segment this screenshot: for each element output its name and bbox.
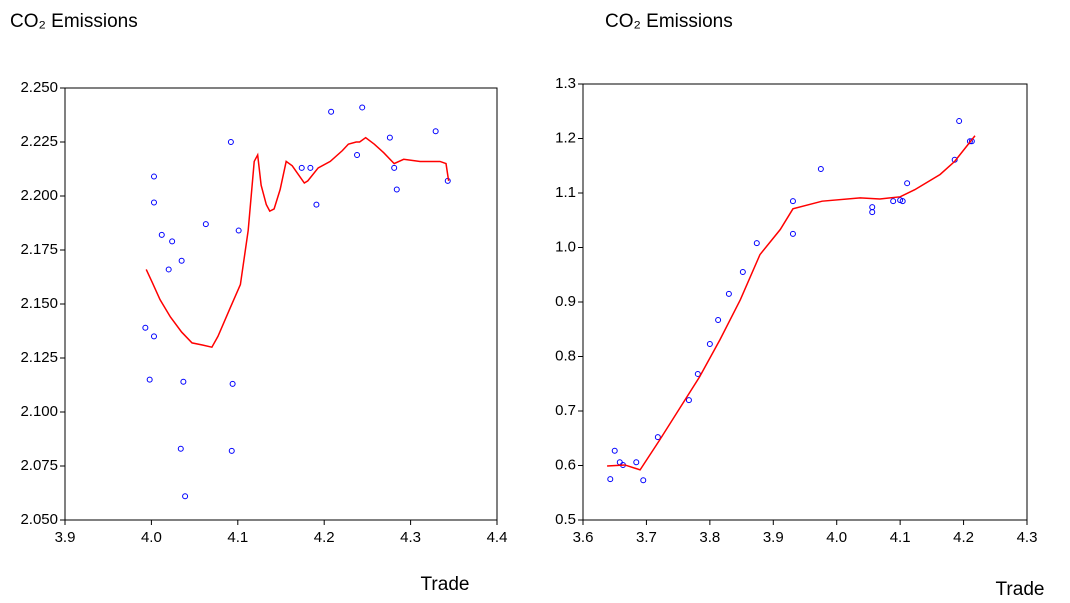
point — [359, 104, 366, 111]
x-tick-label: 3.7 — [636, 529, 657, 546]
point — [182, 493, 189, 500]
point — [227, 139, 234, 145]
x-tick-label: 4.4 — [487, 529, 508, 546]
fit-line — [145, 136, 450, 349]
y-tick-label: 2.125 — [20, 349, 58, 366]
point — [715, 316, 722, 323]
point — [169, 238, 176, 245]
point — [150, 333, 157, 340]
y-tick-label: 2.225 — [20, 133, 58, 150]
x-tick-label: 3.9 — [763, 529, 784, 546]
fit-line — [607, 135, 976, 471]
point — [146, 376, 153, 383]
point — [725, 290, 732, 297]
point — [890, 198, 897, 205]
y-tick-label: 2.175 — [20, 241, 58, 258]
y-tick-label: 2.250 — [20, 79, 58, 96]
point — [142, 324, 149, 331]
point — [391, 164, 398, 171]
point — [607, 476, 614, 483]
point — [966, 138, 973, 145]
x-tick-label: 4.1 — [890, 529, 911, 546]
chart-title: CO₂ Emissions — [10, 11, 138, 32]
point — [235, 227, 242, 234]
point — [640, 477, 647, 484]
y-tick-label: 0.9 — [555, 293, 576, 310]
point — [956, 118, 963, 125]
x-tick-label: 3.9 — [55, 529, 76, 546]
point — [178, 257, 185, 264]
y-tick-label: 2.100 — [20, 403, 58, 420]
point — [899, 198, 906, 205]
x-tick-label: 4.3 — [400, 529, 421, 546]
point — [789, 198, 796, 205]
point — [789, 230, 796, 237]
point — [180, 378, 187, 385]
x-tick-label: 4.1 — [227, 529, 248, 546]
point — [307, 164, 314, 171]
point — [654, 434, 661, 441]
point — [298, 164, 305, 171]
chart-title: CO₂ Emissions — [605, 11, 733, 32]
y-tick-label: 1.3 — [555, 75, 576, 92]
y-tick-label: 0.7 — [555, 402, 576, 419]
point — [328, 108, 335, 115]
x-axis-label: Trade — [421, 574, 470, 595]
y-tick-label: 2.200 — [20, 187, 58, 204]
point — [354, 151, 361, 158]
y-tick-label: 2.150 — [20, 295, 58, 312]
point — [228, 447, 235, 454]
point — [177, 445, 184, 452]
x-tick-label: 4.0 — [141, 529, 162, 546]
point — [313, 201, 320, 208]
point — [706, 340, 713, 347]
point — [904, 180, 911, 187]
x-tick-label: 3.6 — [573, 529, 594, 546]
point — [739, 269, 746, 276]
point — [229, 380, 236, 387]
point — [685, 397, 692, 404]
point — [869, 204, 876, 211]
point — [432, 128, 439, 135]
x-tick-label: 4.3 — [1017, 529, 1038, 546]
plot-frame — [64, 87, 498, 521]
y-tick-label: 1.0 — [555, 238, 576, 255]
point — [165, 266, 172, 273]
y-tick-label: 0.6 — [555, 456, 576, 473]
y-tick-label: 1.1 — [555, 184, 576, 201]
y-tick-label: 1.2 — [555, 129, 576, 146]
x-axis-label: Trade — [996, 579, 1045, 600]
point — [817, 166, 824, 173]
x-tick-label: 4.2 — [314, 529, 335, 546]
point — [386, 134, 393, 141]
point — [611, 447, 618, 454]
point — [633, 459, 640, 466]
point — [393, 186, 400, 193]
point — [694, 370, 701, 377]
point — [150, 173, 157, 180]
x-tick-label: 3.8 — [699, 529, 720, 546]
point — [869, 209, 876, 216]
point — [616, 459, 623, 466]
point — [753, 240, 760, 247]
point — [150, 199, 157, 206]
x-tick-label: 4.2 — [953, 529, 974, 546]
y-tick-label: 0.5 — [555, 511, 576, 528]
y-tick-label: 2.075 — [20, 457, 58, 474]
y-tick-label: 0.8 — [555, 347, 576, 364]
point — [158, 231, 165, 238]
point — [202, 221, 209, 228]
x-tick-label: 4.0 — [826, 529, 847, 546]
y-tick-label: 2.050 — [20, 511, 58, 528]
